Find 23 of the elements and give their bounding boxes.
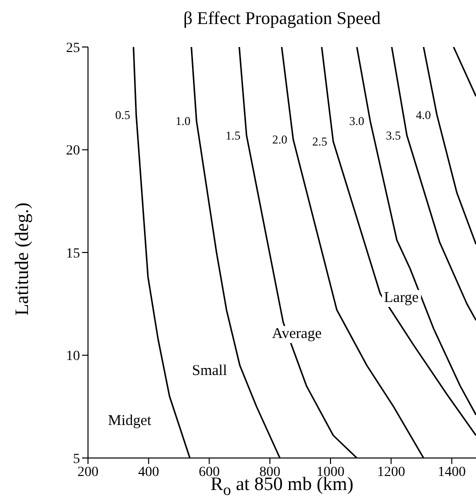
series-label: 2.5 bbox=[312, 134, 328, 149]
series-label: 1.5 bbox=[226, 128, 241, 142]
annotation: Large bbox=[382, 290, 421, 307]
y-tick-label: 25 bbox=[66, 40, 80, 56]
series-label: 3.5 bbox=[386, 128, 401, 142]
chart-title: β Effect Propagation Speed bbox=[182, 8, 382, 29]
y-tick-label: 15 bbox=[66, 246, 80, 262]
annotation: Midget bbox=[106, 413, 154, 430]
x-tick-label: 1200 bbox=[377, 464, 406, 480]
series-label: 4.0 bbox=[416, 108, 431, 122]
x-tick-label: 400 bbox=[138, 464, 160, 480]
annotation: Small bbox=[190, 363, 230, 380]
y-tick-label: 5 bbox=[73, 452, 80, 467]
x-tick-label: 1400 bbox=[438, 464, 466, 480]
series-label: 2.0 bbox=[272, 132, 288, 146]
series-label: 1.0 bbox=[176, 114, 191, 128]
series-label: 0.5 bbox=[115, 108, 130, 122]
y-tick-label: 10 bbox=[66, 349, 80, 364]
x-tick-label: 200 bbox=[78, 464, 98, 480]
series-label: 3.0 bbox=[349, 114, 364, 128]
y-axis-title: Latitude (deg.) bbox=[12, 202, 34, 318]
annotation: Average bbox=[270, 326, 324, 343]
y-tick-label: 20 bbox=[66, 144, 80, 159]
